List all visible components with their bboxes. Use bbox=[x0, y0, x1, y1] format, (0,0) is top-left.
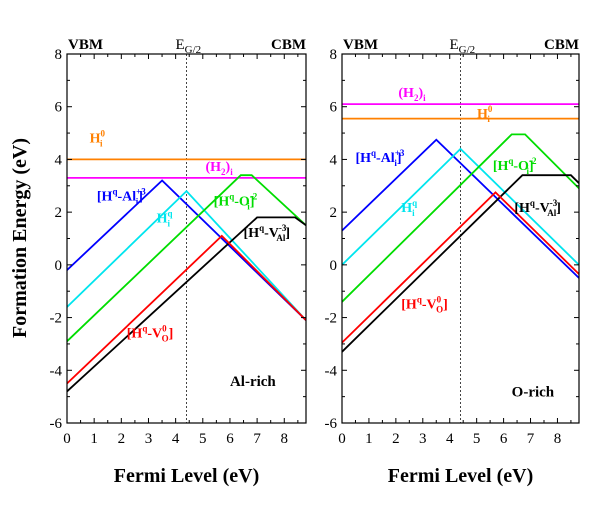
chart-panel-al-rich: H0 i (H2)i [Hq-Al+3 i] Hq i [Hq-O-2 i] [Hq-V-3 Al]… bbox=[50, 37, 307, 487]
x-tick-label: 2 bbox=[118, 431, 126, 447]
series-line-3 bbox=[67, 189, 306, 321]
y-tick-label: -4 bbox=[50, 363, 63, 379]
vbm-label: VBM bbox=[343, 37, 378, 53]
x-axis-label: Fermi Level (eV) bbox=[388, 465, 533, 487]
x-tick-label: 1 bbox=[90, 431, 98, 447]
y-tick-label: 6 bbox=[330, 100, 338, 116]
x-tick-label: 3 bbox=[145, 431, 153, 447]
y-tick-label: 0 bbox=[55, 258, 63, 274]
series-line-4 bbox=[67, 174, 306, 342]
y-tick-label: -6 bbox=[325, 416, 338, 432]
series-label-4: [Hq-O-2 i] bbox=[214, 192, 258, 212]
y-tick-label: 2 bbox=[330, 205, 338, 221]
chart-panel-o-rich: (H2)i H0 i [Hq-Al+3 i] Hq i [Hq-O-2 i] [Hq-V-3 Al]… bbox=[325, 37, 580, 487]
series-label-5: [Hq-V-3 Al] bbox=[514, 198, 561, 218]
cbm-label: CBM bbox=[271, 37, 306, 53]
x-tick-label: 8 bbox=[281, 431, 289, 447]
y-tick-label: 0 bbox=[330, 258, 338, 274]
y-tick-label: 2 bbox=[55, 205, 63, 221]
y-tick-label: -2 bbox=[325, 311, 338, 327]
condition-label: Al-rich bbox=[230, 374, 276, 390]
y-tick-label: -6 bbox=[50, 416, 63, 432]
x-tick-label: 2 bbox=[392, 431, 400, 447]
y-tick-label: 4 bbox=[330, 152, 338, 168]
y-tick-label: 8 bbox=[330, 47, 338, 63]
y-tick-label: 6 bbox=[55, 100, 63, 116]
x-axis-label: Fermi Level (eV) bbox=[114, 465, 259, 487]
series-line-3 bbox=[342, 147, 579, 266]
x-tick-label: 6 bbox=[226, 431, 234, 447]
y-tick-label: 8 bbox=[55, 47, 63, 63]
series-label-1: H0 i bbox=[477, 104, 493, 124]
x-tick-label: 0 bbox=[63, 431, 71, 447]
series-label-1: (H2)i bbox=[205, 160, 233, 177]
series-label-5: [Hq-V-3 Al] bbox=[244, 223, 291, 243]
x-tick-label: 1 bbox=[365, 431, 373, 447]
series-label-0: (H2)i bbox=[398, 86, 426, 103]
condition-label: O-rich bbox=[512, 385, 555, 401]
y-tick-label: 4 bbox=[55, 152, 63, 168]
x-tick-label: 7 bbox=[527, 431, 535, 447]
series-line-2 bbox=[67, 179, 306, 321]
midgap-label: EG/2 bbox=[450, 37, 476, 56]
series-line-4 bbox=[342, 133, 579, 303]
series-line-2 bbox=[342, 138, 579, 279]
series-label-2: [Hq-Al+3 i] bbox=[355, 148, 404, 168]
y-tick-label: -4 bbox=[325, 363, 338, 379]
vbm-label: VBM bbox=[68, 37, 103, 53]
midgap-label: EG/2 bbox=[176, 37, 202, 56]
cbm-label: CBM bbox=[544, 37, 579, 53]
series-line-6 bbox=[67, 234, 306, 385]
x-tick-label: 8 bbox=[554, 431, 562, 447]
series-label-0: H0 i bbox=[90, 128, 106, 148]
x-tick-label: 4 bbox=[172, 431, 180, 447]
y-axis-label: Formation Energy (eV) bbox=[9, 138, 31, 338]
x-tick-label: 3 bbox=[419, 431, 427, 447]
x-tick-label: 5 bbox=[199, 431, 207, 447]
x-tick-label: 6 bbox=[500, 431, 508, 447]
series-label-3: Hq i bbox=[157, 209, 173, 229]
x-tick-label: 7 bbox=[253, 431, 261, 447]
y-tick-label: -2 bbox=[50, 311, 63, 327]
series-label-2: [Hq-Al+3 i] bbox=[97, 186, 146, 206]
series-line-6 bbox=[342, 191, 579, 344]
series-label-6: [Hq-V0 O] bbox=[127, 323, 174, 343]
series-line-5 bbox=[67, 216, 306, 393]
series-line-5 bbox=[342, 174, 579, 353]
series-label-6: [Hq-V0 O] bbox=[401, 294, 448, 314]
x-tick-label: 4 bbox=[446, 431, 454, 447]
x-tick-label: 5 bbox=[473, 431, 481, 447]
x-tick-label: 0 bbox=[338, 431, 346, 447]
series-label-3: Hq i bbox=[401, 198, 417, 218]
series-label-4: [Hq-O-2 i] bbox=[493, 156, 537, 176]
